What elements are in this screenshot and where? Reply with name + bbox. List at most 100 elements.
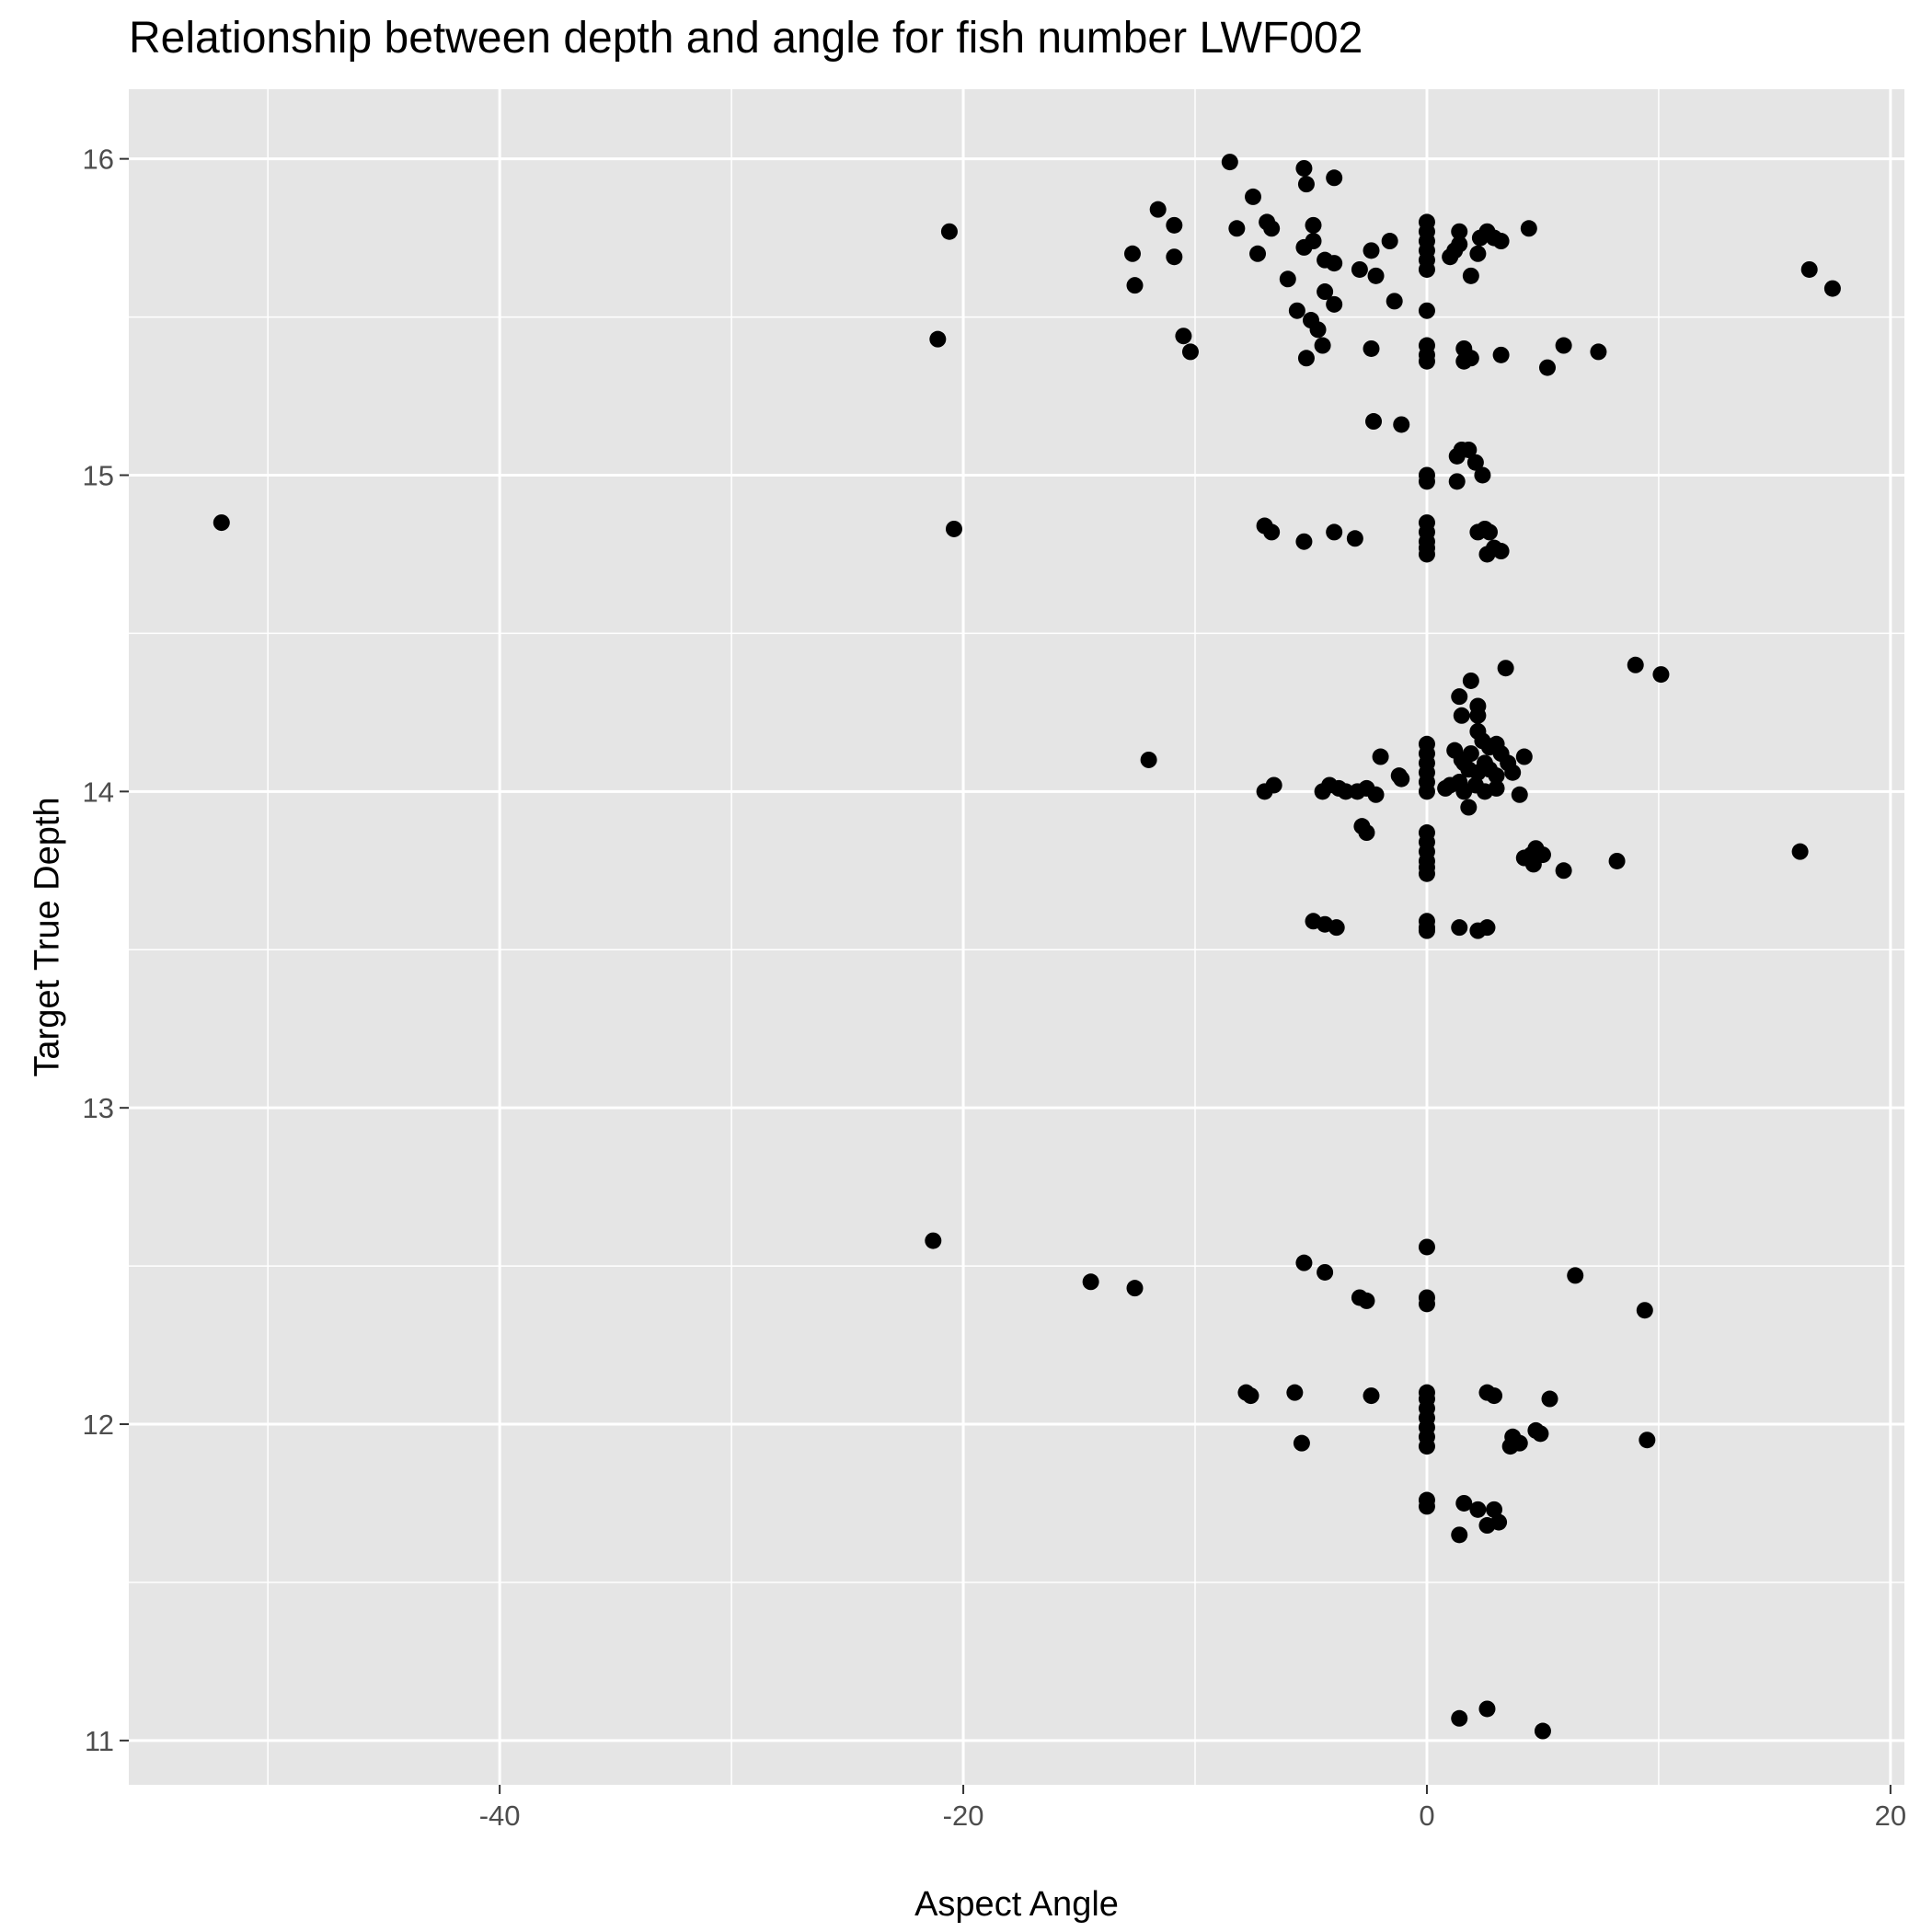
data-point <box>1490 1513 1508 1531</box>
data-point <box>1326 169 1343 187</box>
data-point <box>1534 1722 1551 1740</box>
data-point <box>1567 1267 1584 1284</box>
data-point <box>1486 1501 1503 1518</box>
data-point <box>1791 843 1809 860</box>
x-axis-title: Aspect Angle <box>914 1885 1119 1924</box>
data-point <box>1393 416 1410 433</box>
data-point <box>1590 343 1607 361</box>
data-point <box>1297 176 1315 193</box>
data-point <box>1295 159 1313 177</box>
data-point <box>1511 786 1528 803</box>
data-point <box>1293 1434 1310 1452</box>
data-point <box>1418 865 1435 882</box>
data-point <box>1126 277 1144 294</box>
data-point <box>1295 533 1313 550</box>
y-axis-ticks: 11 12 13 14 15 16 <box>83 144 129 1757</box>
data-point <box>1381 233 1398 250</box>
data-point <box>1462 267 1479 284</box>
data-point <box>1437 779 1455 797</box>
data-point <box>1418 783 1435 800</box>
data-point <box>1460 799 1478 816</box>
data-point <box>1418 1238 1435 1256</box>
data-point <box>1448 473 1466 490</box>
data-point <box>1228 220 1246 237</box>
data-point <box>1639 1432 1656 1449</box>
data-point <box>1393 770 1410 788</box>
data-point <box>1524 856 1542 873</box>
data-point <box>1418 922 1435 939</box>
data-point <box>1555 337 1572 354</box>
data-point <box>945 520 962 537</box>
data-point <box>1328 919 1345 937</box>
data-point <box>1418 260 1435 278</box>
data-point <box>1123 245 1141 262</box>
data-point <box>929 330 947 348</box>
data-point <box>1365 413 1383 431</box>
data-point <box>1451 919 1468 937</box>
data-point <box>1469 707 1487 724</box>
data-point <box>1480 523 1498 541</box>
data-point <box>1462 672 1479 689</box>
y-tick-label: 13 <box>83 1092 114 1124</box>
y-tick-label: 16 <box>83 144 114 176</box>
data-point <box>1242 1387 1259 1405</box>
data-point <box>1504 764 1522 781</box>
data-point <box>1351 260 1368 278</box>
data-point <box>1263 220 1281 237</box>
data-point <box>1497 660 1514 677</box>
data-point <box>1363 242 1380 259</box>
data-point <box>1466 454 1484 471</box>
data-point <box>213 514 230 532</box>
data-point <box>1488 767 1505 785</box>
data-point <box>1608 852 1626 869</box>
y-tick-label: 15 <box>83 459 114 491</box>
data-point <box>1337 783 1354 800</box>
data-point <box>1488 779 1505 797</box>
data-point <box>1478 919 1496 937</box>
data-point <box>1363 1387 1380 1405</box>
data-point <box>1326 295 1343 313</box>
data-point <box>1279 270 1296 288</box>
data-point <box>1244 188 1261 205</box>
data-point <box>1140 751 1157 768</box>
y-tick-label: 12 <box>83 1409 114 1441</box>
data-point <box>1532 1425 1549 1443</box>
data-point <box>1372 748 1389 765</box>
data-point <box>925 1232 942 1249</box>
data-point <box>1541 1390 1558 1408</box>
data-point <box>1451 236 1468 253</box>
data-point <box>1418 302 1435 319</box>
y-tick-label: 11 <box>85 1725 114 1757</box>
data-point <box>1317 283 1334 301</box>
data-point <box>1326 523 1343 541</box>
x-tick-label: -40 <box>479 1800 521 1832</box>
data-point <box>1469 245 1487 262</box>
data-point <box>1314 337 1331 354</box>
y-tick-label: 14 <box>83 776 114 808</box>
data-point <box>1486 1387 1503 1405</box>
x-tick-label: 0 <box>1419 1800 1434 1832</box>
data-point <box>1288 302 1305 319</box>
minor-gridlines <box>129 89 1904 1785</box>
data-point <box>1082 1273 1099 1291</box>
x-tick-label: 20 <box>1875 1800 1906 1832</box>
data-point <box>1175 328 1192 345</box>
data-point <box>1418 1498 1435 1515</box>
x-axis-ticks: -40 -20 0 20 <box>479 1785 1906 1832</box>
data-point <box>1451 1526 1468 1544</box>
data-point <box>1263 523 1281 541</box>
data-point <box>1265 776 1282 794</box>
data-point <box>1309 321 1327 339</box>
data-point <box>1474 466 1491 484</box>
data-point <box>1492 543 1510 560</box>
data-point <box>1358 1292 1375 1309</box>
data-point <box>1800 260 1818 278</box>
chart-title: Relationship between depth and angle for… <box>129 14 1363 63</box>
data-point <box>1358 824 1375 842</box>
data-point <box>1453 707 1470 724</box>
data-point <box>1455 1494 1473 1512</box>
data-point <box>1367 786 1385 803</box>
data-point <box>1418 546 1435 563</box>
data-point <box>1418 1295 1435 1313</box>
